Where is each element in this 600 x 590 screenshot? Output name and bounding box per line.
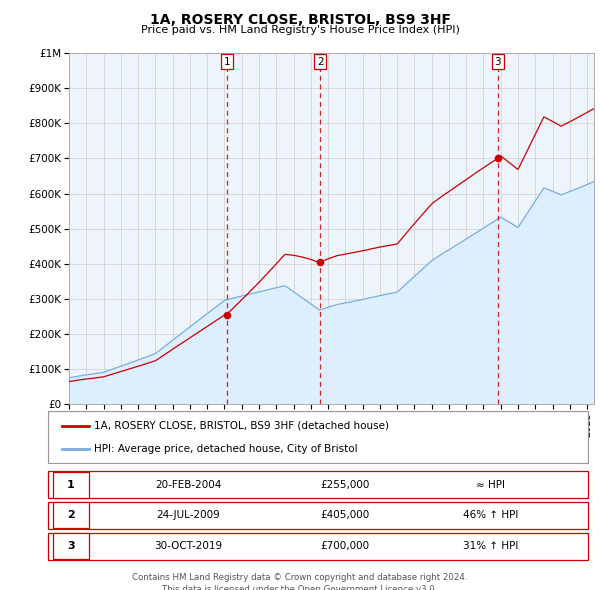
Text: 20-FEB-2004: 20-FEB-2004 bbox=[155, 480, 221, 490]
FancyBboxPatch shape bbox=[53, 533, 89, 559]
Text: £700,000: £700,000 bbox=[320, 541, 370, 551]
Text: 2: 2 bbox=[317, 57, 324, 67]
Text: £255,000: £255,000 bbox=[320, 480, 370, 490]
Text: 30-OCT-2019: 30-OCT-2019 bbox=[154, 541, 223, 551]
Text: Contains HM Land Registry data © Crown copyright and database right 2024.
This d: Contains HM Land Registry data © Crown c… bbox=[132, 573, 468, 590]
Text: 1A, ROSERY CLOSE, BRISTOL, BS9 3HF (detached house): 1A, ROSERY CLOSE, BRISTOL, BS9 3HF (deta… bbox=[94, 421, 389, 431]
Text: ≈ HPI: ≈ HPI bbox=[476, 480, 505, 490]
Text: 2: 2 bbox=[67, 510, 75, 520]
FancyBboxPatch shape bbox=[48, 533, 588, 559]
FancyBboxPatch shape bbox=[53, 471, 89, 497]
Text: 46% ↑ HPI: 46% ↑ HPI bbox=[463, 510, 518, 520]
Text: 3: 3 bbox=[67, 541, 75, 551]
Text: 24-JUL-2009: 24-JUL-2009 bbox=[157, 510, 220, 520]
Text: 3: 3 bbox=[494, 57, 501, 67]
Text: 31% ↑ HPI: 31% ↑ HPI bbox=[463, 541, 518, 551]
Text: Price paid vs. HM Land Registry's House Price Index (HPI): Price paid vs. HM Land Registry's House … bbox=[140, 25, 460, 35]
FancyBboxPatch shape bbox=[48, 411, 588, 463]
Text: 1A, ROSERY CLOSE, BRISTOL, BS9 3HF: 1A, ROSERY CLOSE, BRISTOL, BS9 3HF bbox=[149, 13, 451, 27]
Text: £405,000: £405,000 bbox=[320, 510, 370, 520]
Text: 1: 1 bbox=[223, 57, 230, 67]
FancyBboxPatch shape bbox=[48, 502, 588, 529]
FancyBboxPatch shape bbox=[53, 503, 89, 528]
Text: HPI: Average price, detached house, City of Bristol: HPI: Average price, detached house, City… bbox=[94, 444, 358, 454]
Text: 1: 1 bbox=[67, 480, 75, 490]
FancyBboxPatch shape bbox=[48, 471, 588, 498]
